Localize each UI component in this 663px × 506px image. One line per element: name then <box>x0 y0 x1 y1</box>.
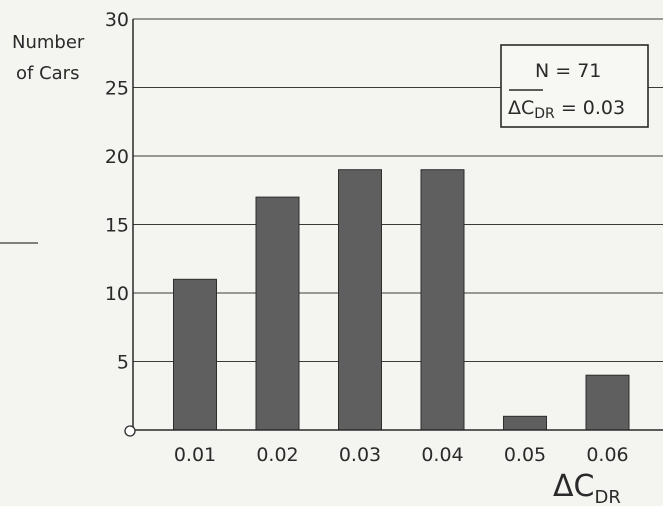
y-tick-label: 20 <box>105 146 129 168</box>
x-tick-label: 0.02 <box>256 444 298 466</box>
x-tick-label: 0.03 <box>339 444 381 466</box>
x-tick-labels: 0.01 0.02 0.03 0.04 0.05 0.06 <box>174 444 629 466</box>
y-tick-label: 5 <box>117 352 129 374</box>
bar <box>504 416 547 430</box>
y-tick-label: 15 <box>105 215 129 237</box>
y-axis-label-line1: Number <box>12 32 85 53</box>
bar <box>339 170 382 430</box>
x-tick-label: 0.01 <box>174 444 216 466</box>
x-axis-label: ΔCDR <box>553 469 621 506</box>
legend-mean-sub: DR <box>534 106 555 122</box>
y-tick-label: 30 <box>105 9 129 31</box>
y-tick-label: 25 <box>105 78 129 100</box>
x-tick-label: 0.06 <box>586 444 628 466</box>
y-axis-label-line2: of Cars <box>16 63 79 84</box>
legend-mean-main: ΔC <box>508 97 534 119</box>
x-axis-label-sub: DR <box>594 487 620 506</box>
y-tick-label: 10 <box>105 283 129 305</box>
bar <box>256 197 299 430</box>
legend-mean-value: = 0.03 <box>555 97 625 119</box>
x-tick-label: 0.04 <box>421 444 463 466</box>
x-axis-label-main: ΔC <box>553 469 594 504</box>
legend-box: N = 71 ΔCDR = 0.03 <box>501 45 648 127</box>
y-tick-labels: 5 10 15 20 25 30 <box>105 9 129 374</box>
legend-n: N = 71 <box>535 60 601 82</box>
x-tick-label: 0.05 <box>504 444 546 466</box>
legend-mean: ΔCDR = 0.03 <box>508 97 625 122</box>
bars <box>174 170 630 430</box>
bar <box>174 279 217 430</box>
origin-marker <box>125 426 135 436</box>
bar <box>421 170 464 430</box>
bar <box>586 375 629 430</box>
